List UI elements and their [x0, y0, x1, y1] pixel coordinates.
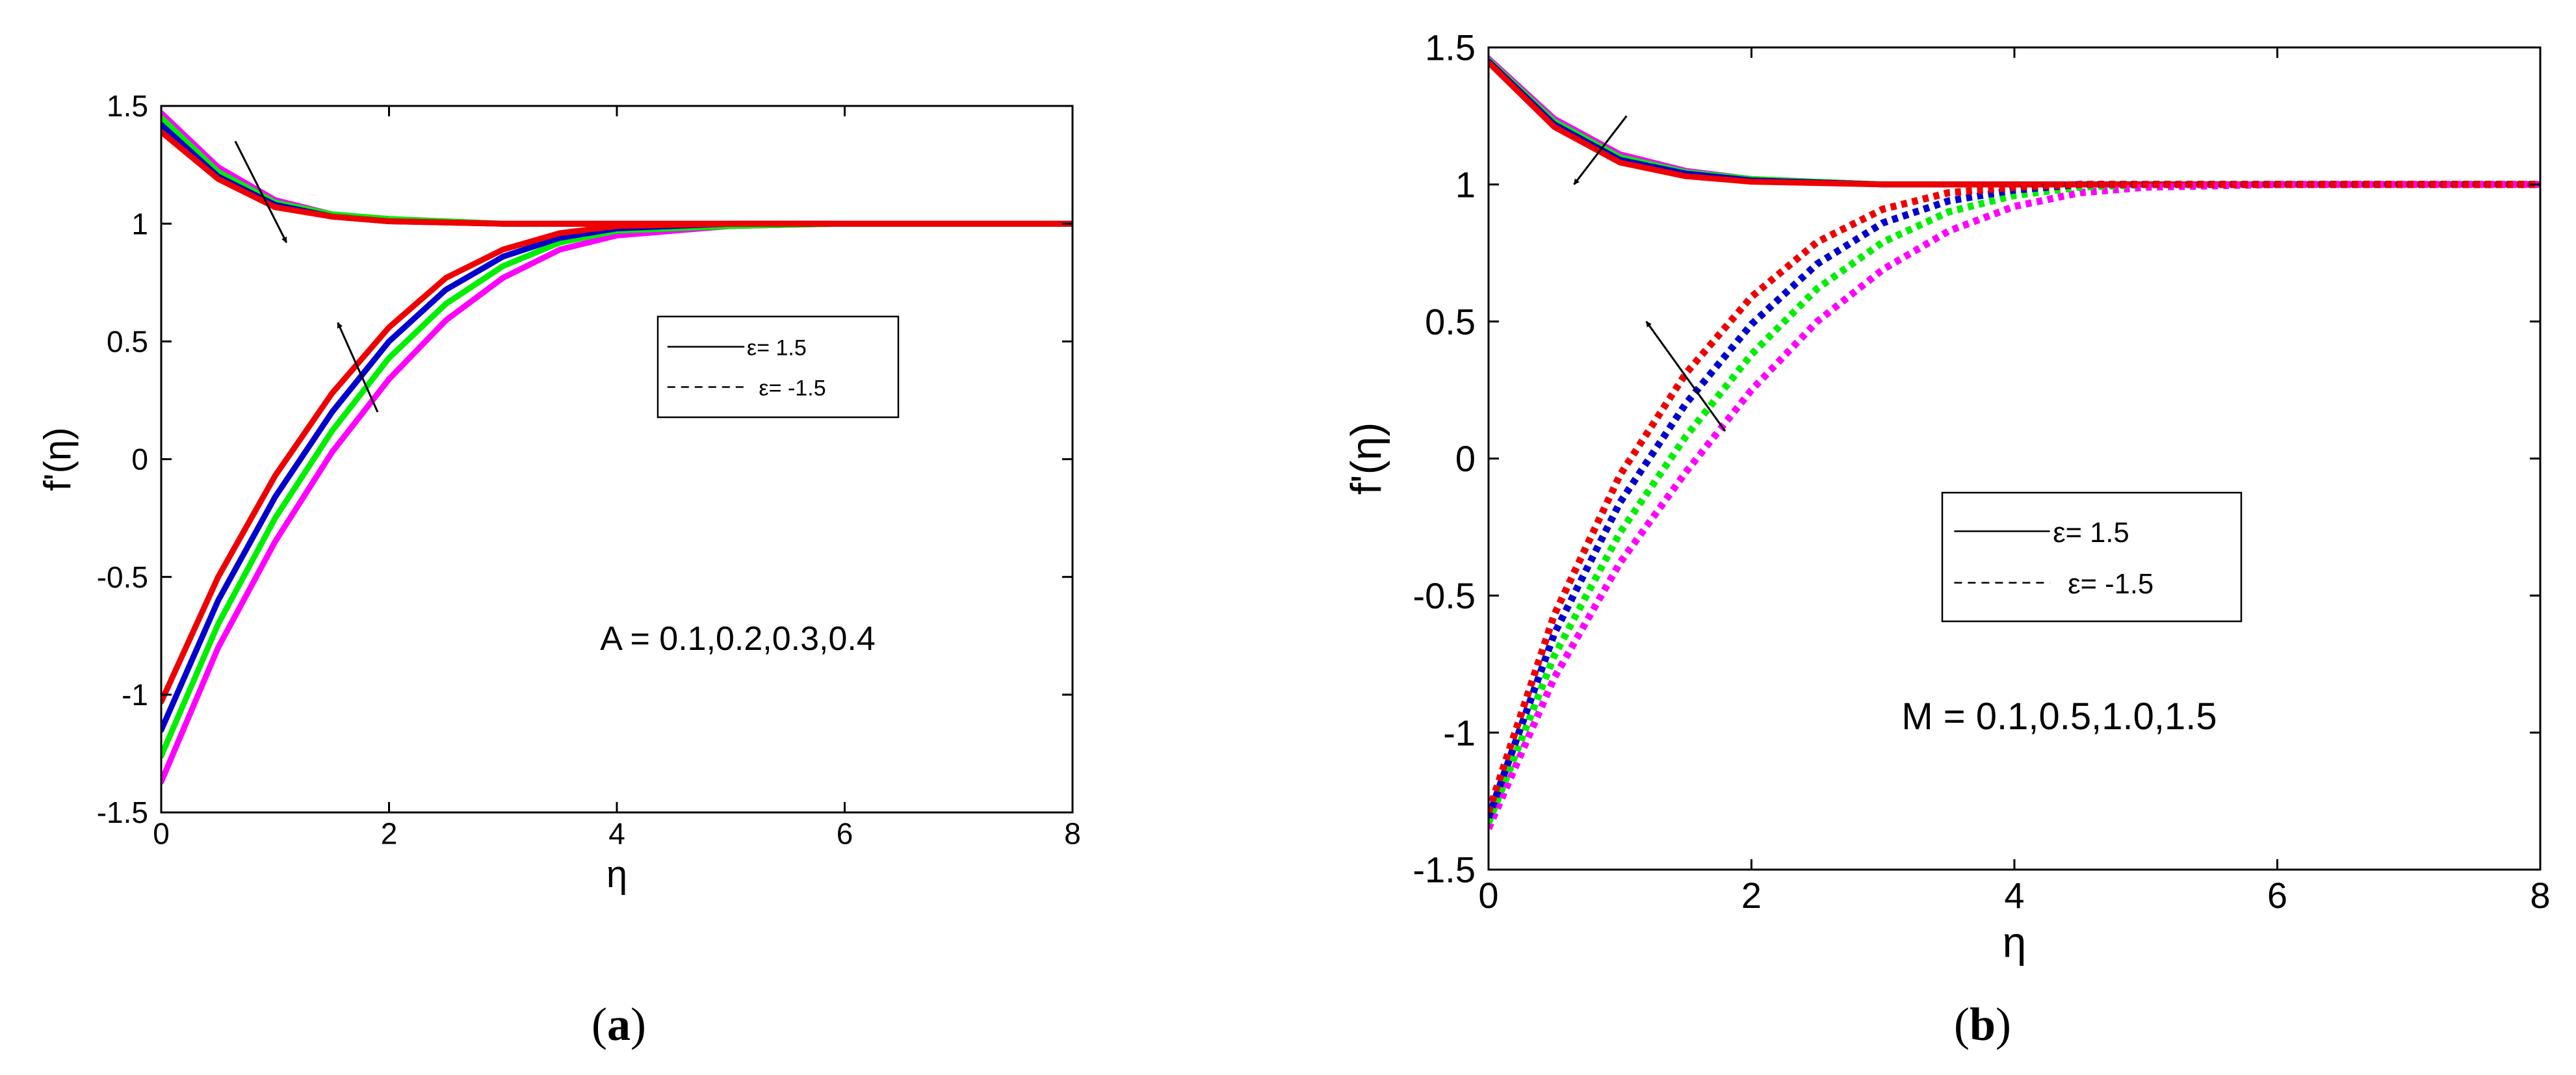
y-tick-label: -1	[1443, 712, 1476, 753]
legend-box	[657, 315, 900, 419]
legend-label: ε= 1.5	[2053, 517, 2129, 549]
y-axis-label: f'(η)	[36, 427, 79, 491]
series-line-5	[161, 220, 1073, 759]
legend-box	[1941, 491, 2243, 623]
y-tick-label: -1.5	[97, 796, 148, 829]
trend-arrow-0	[1573, 115, 1628, 185]
x-tick-label: 0	[1478, 875, 1498, 916]
series-group	[161, 110, 1073, 785]
series-group	[1489, 55, 2540, 830]
y-tick-label: 1	[131, 207, 148, 240]
x-tick-label: 6	[837, 816, 853, 850]
y-tick-label: 0	[131, 443, 148, 476]
y-tick-label: -0.5	[1413, 575, 1476, 616]
trend-arrow-1	[337, 322, 379, 413]
y-tick-label: 1	[1455, 164, 1476, 205]
panel-caption: (b)	[1954, 998, 2011, 1050]
caption-close-paren: )	[1996, 998, 2011, 1050]
x-tick-label: 4	[608, 816, 625, 850]
legend-label: ε= 1.5	[747, 335, 807, 360]
x-axis-label: η	[606, 853, 627, 896]
legend-label: ε= -1.5	[759, 376, 826, 400]
series-line-7	[1489, 181, 2540, 814]
x-tick-label: 4	[2004, 875, 2024, 916]
y-axis-label: f'(η)	[1342, 422, 1390, 495]
trend-arrow-1	[1645, 320, 1726, 432]
series-line-7	[161, 220, 1073, 705]
legend: ε= 1.5 ε= -1.5	[657, 315, 900, 419]
parameter-annotation: A = 0.1,0.2,0.3,0.4	[600, 620, 876, 658]
x-tick-label: 8	[1064, 816, 1081, 850]
x-tick-label: 0	[153, 816, 170, 850]
trend-arrow-0	[234, 140, 288, 243]
y-tick-label: 1.5	[107, 89, 148, 123]
caption-open-paren: (	[1954, 998, 1970, 1050]
series-line-4	[161, 220, 1073, 785]
caption-close-paren: )	[631, 998, 646, 1050]
caption-open-paren: (	[592, 998, 607, 1050]
x-axis-label: η	[2003, 918, 2027, 966]
parameter-annotation: M = 0.1,0.5,1.0,1.5	[1901, 695, 2217, 738]
caption-letter: b	[1970, 998, 1996, 1050]
y-tick-label: -1	[122, 678, 148, 712]
x-tick-label: 6	[2267, 875, 2287, 916]
panel-b: 0 2 4 6 8 -1.5 -1 -0.5 0 0.5 1 1.5 η f'(η) ε= 1.5 ε= -1…	[1342, 27, 2550, 1050]
legend-label: ε= -1.5	[2068, 569, 2153, 600]
panel-caption: (a)	[592, 998, 646, 1050]
y-tick-label: 1.5	[1425, 27, 1476, 68]
y-tick-label: 0.5	[1425, 301, 1476, 342]
legend: ε= 1.5 ε= -1.5	[1941, 491, 2243, 623]
y-tick-label: 0	[1455, 438, 1476, 479]
y-tick-label: -1.5	[1413, 849, 1476, 890]
x-tick-label: 2	[1741, 875, 1762, 916]
series-line-3	[161, 129, 1073, 227]
x-tick-label: 2	[381, 816, 398, 850]
y-tick-label: -0.5	[97, 560, 148, 594]
series-line-3	[1489, 59, 2540, 188]
caption-letter: a	[607, 998, 631, 1050]
panel-a: 0 2 4 6 8 -1.5 -1 -0.5 0 0.5 1 1.5 η f'(η) ε= 1.5 ε= -1…	[36, 89, 1080, 1050]
y-tick-label: 0.5	[107, 324, 148, 358]
x-tick-label: 8	[2530, 875, 2550, 916]
